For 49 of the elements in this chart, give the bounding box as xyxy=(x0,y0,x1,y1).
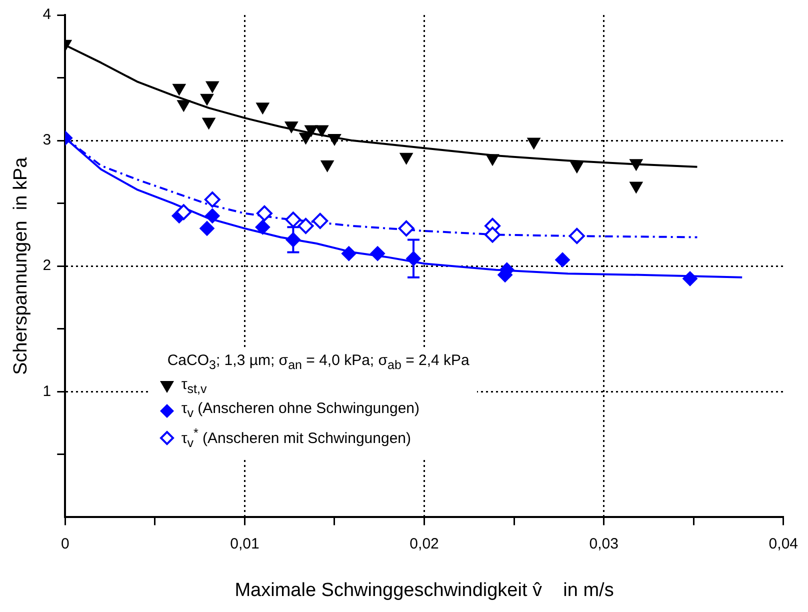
point xyxy=(312,212,328,229)
point xyxy=(204,208,220,224)
x-tick-label: 0,03 xyxy=(589,535,618,552)
y-axis-title: Scherspannungen in kPa xyxy=(10,156,32,375)
point xyxy=(304,125,318,137)
point xyxy=(328,134,342,146)
legend-title: CaCO$_{3}$; 1,3 µm; σ$_{an}$ = 4,0 kPa; σ$_{ab}$ = 2,4 kPa xyxy=(167,351,470,374)
point xyxy=(255,220,270,235)
point xyxy=(204,192,220,208)
point xyxy=(398,220,414,236)
legend-label: τ$_{v}$$^{*}$ (Anscheren mit Schwingungen) xyxy=(181,425,411,452)
x-tick-label: 0,02 xyxy=(410,535,439,552)
point xyxy=(320,160,334,172)
y-tick-label: 4 xyxy=(42,6,52,24)
point xyxy=(284,121,298,133)
point xyxy=(256,205,272,222)
point xyxy=(400,152,413,164)
x-tick-label: 0,01 xyxy=(230,535,260,552)
point xyxy=(341,246,356,262)
point xyxy=(202,118,216,130)
point xyxy=(486,154,500,166)
point xyxy=(527,138,540,150)
point xyxy=(172,84,186,96)
point xyxy=(256,102,270,114)
y-tick-label: 1 xyxy=(42,382,52,400)
legend-label: τ$_{v}$ (Anscheren ohne Schwingungen) xyxy=(181,399,420,422)
point xyxy=(570,162,584,174)
point xyxy=(299,132,312,144)
point xyxy=(370,246,386,262)
x-tick-label: 0,04 xyxy=(768,535,798,552)
x-axis-title: Maximale Schwinggeschwindigkeit v̂ in m/s xyxy=(234,580,614,601)
y-tick-label: 3 xyxy=(42,132,52,149)
point xyxy=(206,81,219,93)
point xyxy=(315,125,328,137)
point xyxy=(682,271,698,286)
x-tick-label: 0 xyxy=(60,535,70,552)
point xyxy=(200,94,214,106)
point xyxy=(200,220,214,236)
y-tick-label: 2 xyxy=(42,257,52,274)
point xyxy=(630,182,643,194)
point xyxy=(568,228,585,244)
point xyxy=(177,100,190,112)
point xyxy=(630,159,643,171)
point xyxy=(555,252,570,268)
point xyxy=(298,218,314,234)
point xyxy=(484,226,501,243)
legend-label: τ$_{st,v}$ xyxy=(181,375,207,398)
point xyxy=(176,204,192,220)
point xyxy=(285,212,302,228)
